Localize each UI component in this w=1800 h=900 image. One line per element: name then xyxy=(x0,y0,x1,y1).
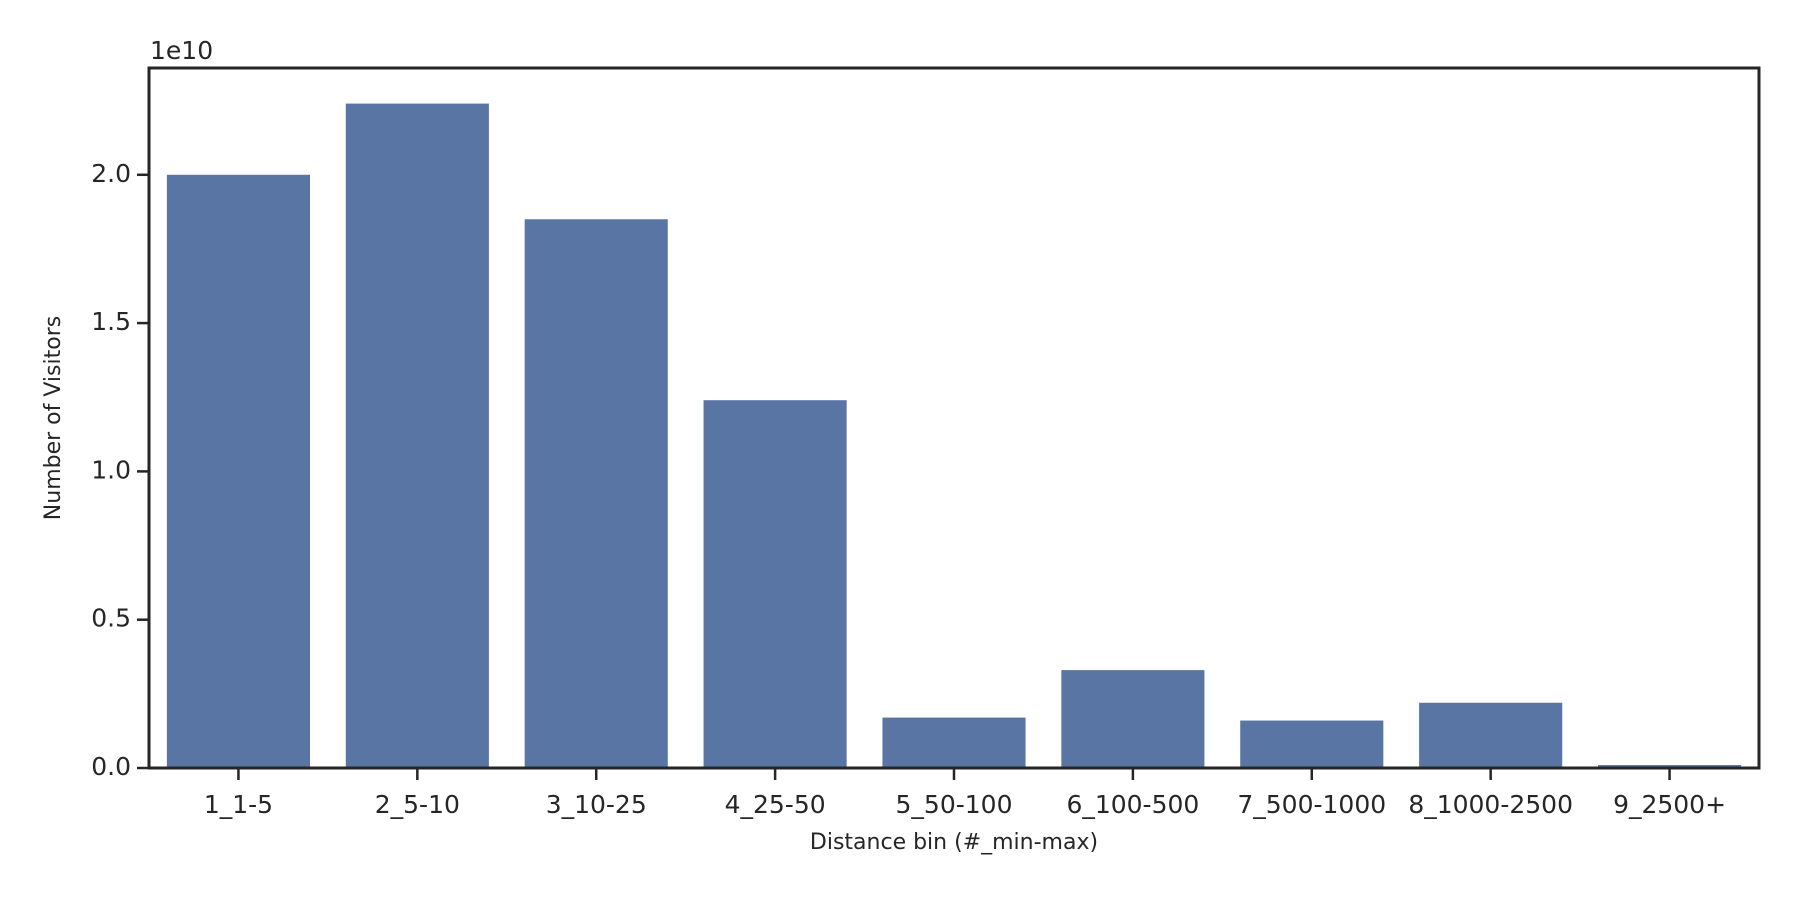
y-tick-label: 1.0 xyxy=(91,455,131,484)
bar xyxy=(345,103,489,769)
y-offset-label: 1e10 xyxy=(150,36,213,65)
x-tick-label: 3_10-25 xyxy=(546,790,647,819)
bar xyxy=(703,400,847,768)
y-tick-label: 1.5 xyxy=(91,307,131,336)
x-tick-label: 1_1-5 xyxy=(204,790,273,819)
y-tick-label: 0.0 xyxy=(91,752,131,781)
y-axis-label: Number of Visitors xyxy=(41,316,66,520)
bar xyxy=(524,219,668,768)
bar xyxy=(882,717,1026,768)
bar xyxy=(1419,702,1563,768)
x-tick-label: 6_100-500 xyxy=(1066,790,1199,819)
x-tick-label: 7_500-1000 xyxy=(1237,790,1386,819)
plot-frame xyxy=(147,66,1761,770)
bar xyxy=(1061,670,1205,768)
y-tick-label: 0.5 xyxy=(91,604,131,633)
x-tick-label: 5_50-100 xyxy=(896,790,1013,819)
x-tick-label: 8_1000-2500 xyxy=(1408,790,1573,819)
x-tick-label: 2_5-10 xyxy=(375,790,460,819)
bar xyxy=(166,174,310,768)
x-tick-label: 9_2500+ xyxy=(1613,790,1726,819)
bar xyxy=(1240,720,1384,768)
x-tick-label: 4_25-50 xyxy=(725,790,826,819)
y-tick-label: 2.0 xyxy=(91,159,131,188)
x-axis-label: Distance bin (#_min-max) xyxy=(810,830,1098,855)
